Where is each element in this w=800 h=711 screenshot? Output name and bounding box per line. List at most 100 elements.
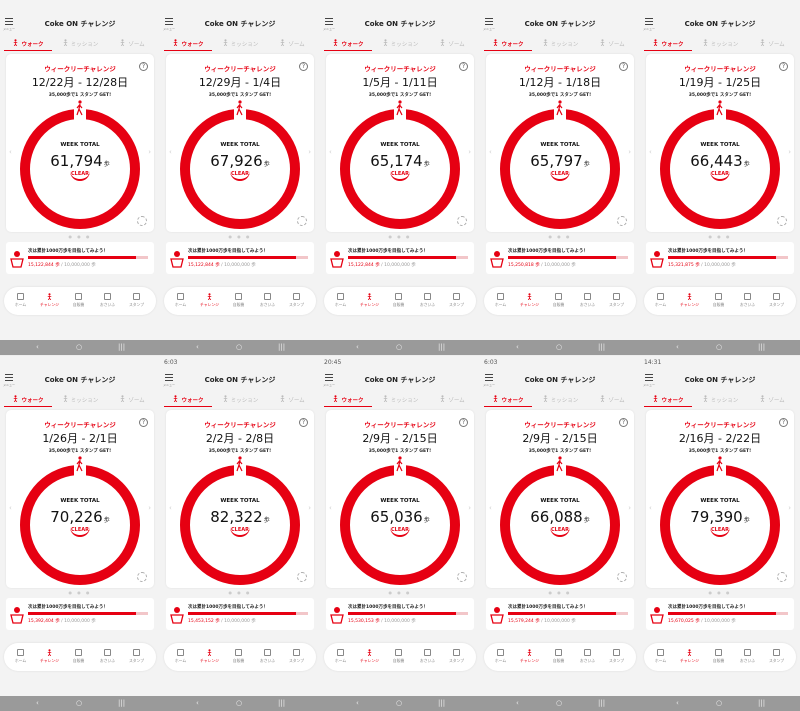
help-icon[interactable]: ?: [459, 62, 468, 71]
nav-item[interactable]: おさいふ: [95, 647, 120, 667]
recents-button[interactable]: |||: [758, 343, 766, 351]
recents-button[interactable]: |||: [598, 343, 606, 351]
nav-item[interactable]: 自販機: [546, 647, 571, 667]
prev-week-arrow[interactable]: ‹: [9, 148, 12, 156]
tab-walk[interactable]: ウォーク: [322, 36, 374, 51]
tab-zoom[interactable]: ゾーム: [106, 36, 158, 51]
next-week-arrow[interactable]: ›: [308, 504, 311, 512]
nav-item[interactable]: 自販機: [546, 291, 571, 311]
recents-button[interactable]: |||: [438, 343, 446, 351]
nav-item[interactable]: おさいふ: [575, 647, 600, 667]
home-button[interactable]: ○: [396, 343, 403, 351]
help-icon[interactable]: ?: [139, 418, 148, 427]
nav-item[interactable]: おさいふ: [735, 647, 760, 667]
refresh-icon[interactable]: [457, 216, 467, 226]
nav-item[interactable]: ホーム: [8, 647, 33, 667]
nav-item[interactable]: スタンプ: [124, 291, 149, 311]
nav-item[interactable]: チャレンジ: [37, 647, 62, 667]
help-icon[interactable]: ?: [779, 62, 788, 71]
goal-card[interactable]: 次は累計1000万歩を目指してみよう！ 15,122,844 歩 / 10,00…: [326, 242, 474, 274]
home-button[interactable]: ○: [556, 343, 563, 351]
tab-zoom[interactable]: ゾーム: [266, 36, 318, 51]
nav-item[interactable]: ホーム: [648, 291, 673, 311]
next-week-arrow[interactable]: ›: [468, 148, 471, 156]
help-icon[interactable]: ?: [779, 418, 788, 427]
home-button[interactable]: ○: [716, 699, 723, 707]
nav-item[interactable]: 自販機: [66, 647, 91, 667]
back-button[interactable]: ‹: [36, 699, 39, 707]
nav-item[interactable]: ホーム: [328, 291, 353, 311]
refresh-icon[interactable]: [297, 572, 307, 582]
goal-card[interactable]: 次は累計1000万歩を目指してみよう！ 15,321,875 歩 / 10,00…: [646, 242, 794, 274]
nav-item[interactable]: スタンプ: [444, 291, 469, 311]
back-button[interactable]: ‹: [516, 343, 519, 351]
tab-mission[interactable]: ミッション: [374, 392, 426, 407]
tab-mission[interactable]: ミッション: [694, 392, 746, 407]
nav-item[interactable]: チャレンジ: [357, 647, 382, 667]
nav-item[interactable]: チャレンジ: [517, 291, 542, 311]
nav-item[interactable]: 自販機: [386, 291, 411, 311]
nav-item[interactable]: おさいふ: [415, 647, 440, 667]
next-week-arrow[interactable]: ›: [148, 148, 151, 156]
back-button[interactable]: ‹: [356, 343, 359, 351]
nav-item[interactable]: スタンプ: [284, 291, 309, 311]
help-icon[interactable]: ?: [139, 62, 148, 71]
nav-item[interactable]: チャレンジ: [197, 291, 222, 311]
tab-walk[interactable]: ウォーク: [322, 392, 374, 407]
recents-button[interactable]: |||: [438, 699, 446, 707]
prev-week-arrow[interactable]: ‹: [329, 148, 332, 156]
tab-mission[interactable]: ミッション: [374, 36, 426, 51]
nav-item[interactable]: 自販機: [706, 291, 731, 311]
nav-item[interactable]: 自販機: [226, 647, 251, 667]
prev-week-arrow[interactable]: ‹: [489, 504, 492, 512]
back-button[interactable]: ‹: [676, 343, 679, 351]
nav-item[interactable]: スタンプ: [764, 291, 789, 311]
refresh-icon[interactable]: [457, 572, 467, 582]
nav-item[interactable]: チャレンジ: [677, 647, 702, 667]
nav-item[interactable]: 自販機: [706, 647, 731, 667]
nav-item[interactable]: 自販機: [66, 291, 91, 311]
goal-card[interactable]: 次は累計1000万歩を目指してみよう！ 15,122,844 歩 / 10,00…: [6, 242, 154, 274]
nav-item[interactable]: おさいふ: [95, 291, 120, 311]
recents-button[interactable]: |||: [758, 699, 766, 707]
goal-card[interactable]: 次は累計1000万歩を目指してみよう！ 15,530,153 歩 / 10,00…: [326, 598, 474, 630]
recents-button[interactable]: |||: [598, 699, 606, 707]
refresh-icon[interactable]: [297, 216, 307, 226]
nav-item[interactable]: スタンプ: [124, 647, 149, 667]
tab-walk[interactable]: ウォーク: [162, 392, 214, 407]
help-icon[interactable]: ?: [619, 418, 628, 427]
goal-card[interactable]: 次は累計1000万歩を目指してみよう！ 15,670,025 歩 / 10,00…: [646, 598, 794, 630]
back-button[interactable]: ‹: [516, 699, 519, 707]
nav-item[interactable]: スタンプ: [604, 647, 629, 667]
tab-mission[interactable]: ミッション: [534, 392, 586, 407]
tab-zoom[interactable]: ゾーム: [586, 36, 638, 51]
next-week-arrow[interactable]: ›: [628, 504, 631, 512]
nav-item[interactable]: ホーム: [648, 647, 673, 667]
nav-item[interactable]: おさいふ: [735, 291, 760, 311]
nav-item[interactable]: おさいふ: [255, 647, 280, 667]
nav-item[interactable]: おさいふ: [415, 291, 440, 311]
nav-item[interactable]: チャレンジ: [357, 291, 382, 311]
prev-week-arrow[interactable]: ‹: [9, 504, 12, 512]
next-week-arrow[interactable]: ›: [788, 504, 791, 512]
tab-mission[interactable]: ミッション: [214, 392, 266, 407]
tab-zoom[interactable]: ゾーム: [746, 392, 798, 407]
recents-button[interactable]: |||: [118, 343, 126, 351]
menu-icon[interactable]: [485, 18, 493, 26]
menu-icon[interactable]: [325, 18, 333, 26]
help-icon[interactable]: ?: [459, 418, 468, 427]
nav-item[interactable]: 自販機: [226, 291, 251, 311]
next-week-arrow[interactable]: ›: [308, 148, 311, 156]
tab-zoom[interactable]: ゾーム: [426, 392, 478, 407]
prev-week-arrow[interactable]: ‹: [169, 504, 172, 512]
goal-card[interactable]: 次は累計1000万歩を目指してみよう！ 15,579,244 歩 / 10,00…: [486, 598, 634, 630]
tab-walk[interactable]: ウォーク: [642, 392, 694, 407]
nav-item[interactable]: スタンプ: [284, 647, 309, 667]
help-icon[interactable]: ?: [299, 62, 308, 71]
tab-walk[interactable]: ウォーク: [482, 36, 534, 51]
tab-zoom[interactable]: ゾーム: [746, 36, 798, 51]
help-icon[interactable]: ?: [619, 62, 628, 71]
menu-icon[interactable]: [645, 374, 653, 382]
goal-card[interactable]: 次は累計1000万歩を目指してみよう！ 15,453,152 歩 / 10,00…: [166, 598, 314, 630]
nav-item[interactable]: ホーム: [488, 647, 513, 667]
